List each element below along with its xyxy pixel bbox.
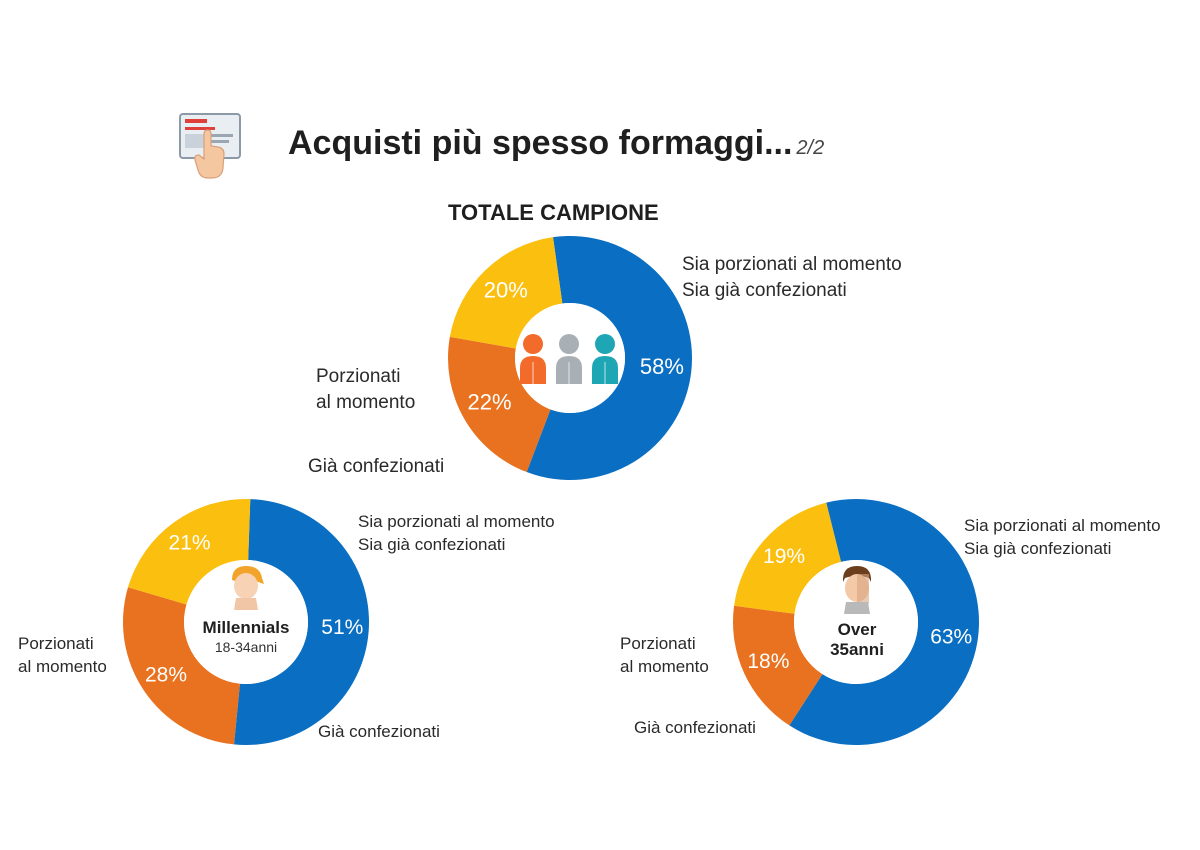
donut-total: 58% 22% 20% xyxy=(448,236,692,480)
slice-portioned xyxy=(128,499,251,605)
page-title: Acquisti più spesso formaggi... 2/2 xyxy=(288,124,825,162)
label-over-portioned: Porzionati al momento xyxy=(620,634,709,676)
adult-person-icon xyxy=(842,566,872,614)
label-over-packaged: Già confezionati xyxy=(634,718,756,737)
chart-title-total: TOTALE CAMPIONE xyxy=(448,200,659,225)
slice-both xyxy=(789,499,979,745)
slice-packaged xyxy=(448,336,551,473)
donut-hole xyxy=(184,560,308,684)
donut-hole xyxy=(794,560,918,684)
donut-over35: 63% 18% 19% xyxy=(733,499,979,745)
label-mill-both: Sia porzionati al momento Sia già confez… xyxy=(358,512,555,554)
value-label-both: 58% xyxy=(640,354,684,379)
label-total-packaged: Già confezionati xyxy=(308,456,445,477)
value-label-packaged: 28% xyxy=(145,664,187,687)
page-indicator: 2/2 xyxy=(796,137,825,159)
label-total-both: Sia porzionati al momento Sia già confez… xyxy=(682,254,902,301)
center-label-over35: Over 35anni xyxy=(830,620,884,659)
slice-both xyxy=(233,499,369,745)
donut-millennials: 51% 28% 21% xyxy=(123,499,369,745)
label-mill-portioned: Porzionati al momento xyxy=(18,634,107,676)
value-label-portioned: 20% xyxy=(484,277,528,302)
slice-portioned xyxy=(734,502,842,614)
young-person-icon xyxy=(232,566,264,610)
value-label-both: 51% xyxy=(321,616,363,639)
people-group-icon xyxy=(520,334,618,384)
value-label-packaged: 22% xyxy=(468,390,512,415)
touch-screen-icon xyxy=(179,113,241,179)
slice-packaged xyxy=(123,587,240,745)
label-over-both: Sia porzionati al momento Sia già confez… xyxy=(964,516,1161,558)
center-label-millennials: Millennials 18-34anni xyxy=(202,618,290,655)
value-label-portioned: 19% xyxy=(763,545,805,568)
value-label-both: 63% xyxy=(930,625,972,648)
value-label-packaged: 18% xyxy=(747,650,789,673)
slice-packaged xyxy=(733,605,823,726)
value-label-portioned: 21% xyxy=(169,531,211,554)
label-total-portioned: Porzionati al momento xyxy=(316,366,416,413)
label-mill-packaged: Già confezionati xyxy=(318,722,440,741)
slice-portioned xyxy=(449,237,563,349)
slice-both xyxy=(526,236,692,480)
